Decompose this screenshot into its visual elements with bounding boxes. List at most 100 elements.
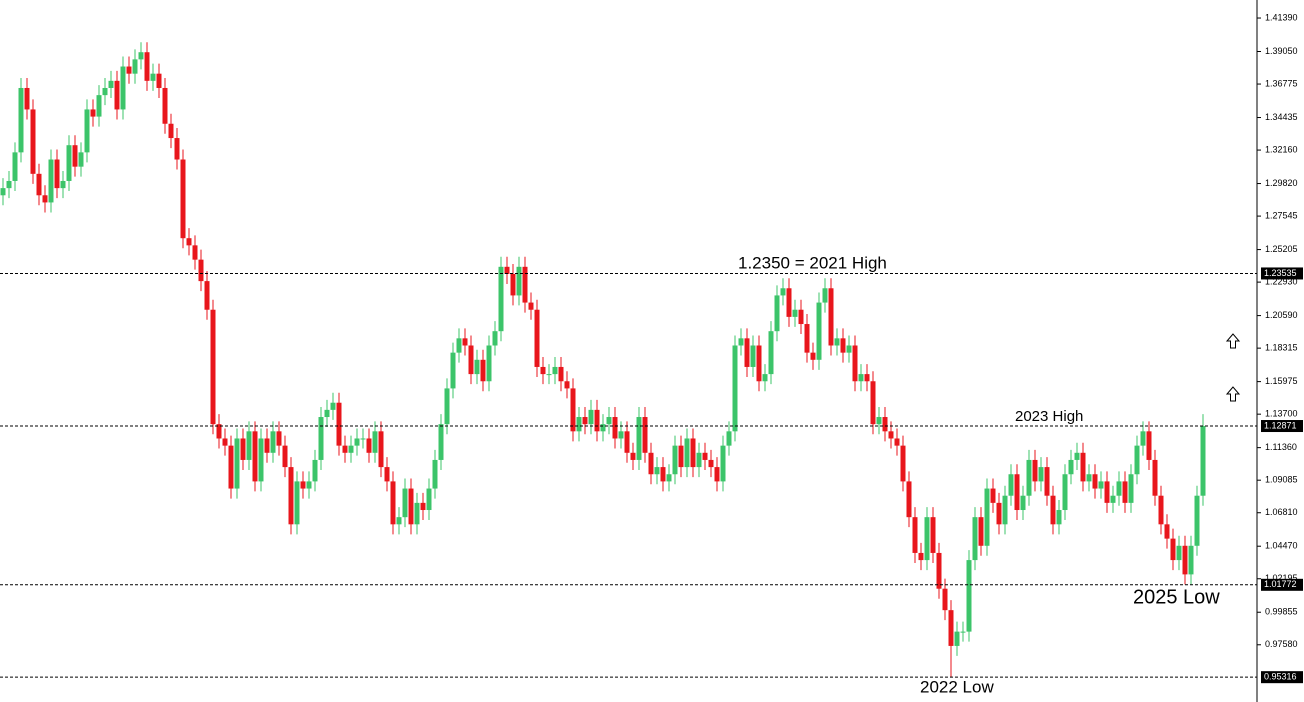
candle-body: [378, 431, 384, 468]
candle-body: [336, 402, 342, 446]
candle-body: [1194, 495, 1200, 546]
level-label-box: [1261, 671, 1303, 684]
candle-body: [282, 445, 288, 468]
candle-body: [390, 481, 396, 525]
candle-body: [456, 338, 462, 353]
candle-body: [804, 324, 810, 353]
y-tick-label: 1.32160: [1265, 144, 1298, 154]
candle-body: [96, 95, 102, 117]
candle-body: [660, 467, 666, 482]
candle-body: [384, 467, 390, 482]
annotation: 1.2350 = 2021 High: [738, 253, 887, 272]
candle-body: [1032, 459, 1038, 482]
candle-body: [1086, 474, 1092, 482]
y-tick-label: 1.41390: [1265, 12, 1298, 22]
level-label-box: [1261, 420, 1303, 433]
candle-body: [1098, 481, 1104, 489]
candle-body: [1074, 452, 1080, 460]
candle-body: [1140, 431, 1146, 446]
candle-body: [726, 431, 732, 446]
y-tick-label: 1.09085: [1265, 475, 1298, 485]
y-tick-label: 1.18315: [1265, 343, 1298, 353]
candle-body: [708, 459, 714, 468]
candle-body: [522, 266, 528, 303]
candle-body: [498, 266, 504, 332]
candle-body: [942, 588, 948, 611]
candle-body: [510, 273, 516, 296]
candle-body: [36, 173, 42, 196]
candle-body: [258, 438, 264, 482]
candle-body: [366, 438, 372, 453]
candle-body: [444, 388, 450, 425]
candle-body: [576, 417, 582, 432]
y-tick-label: 0.97580: [1265, 639, 1298, 649]
y-tick-label: 1.22930: [1265, 276, 1298, 286]
candle-body: [1116, 481, 1122, 496]
candle-body: [972, 517, 978, 561]
candle-body: [966, 560, 972, 632]
candle-body: [930, 517, 936, 553]
candle-body: [900, 445, 906, 482]
candle-body: [294, 481, 300, 525]
y-tick-label: 1.36775: [1265, 78, 1298, 88]
candle-body: [990, 488, 996, 503]
candle-body: [672, 445, 678, 475]
candle-body: [786, 288, 792, 317]
candle-body: [72, 145, 78, 167]
candle-body: [360, 438, 366, 440]
candle-body: [162, 87, 168, 124]
candle-body: [54, 159, 60, 189]
candle-body: [222, 438, 228, 446]
candle-body: [570, 388, 576, 432]
candle-body: [816, 302, 822, 360]
candle-body: [720, 445, 726, 482]
candle-body: [1092, 474, 1098, 489]
candle-body: [762, 374, 768, 382]
candle-body: [114, 80, 120, 110]
candle-body: [270, 431, 276, 453]
candle-body: [528, 302, 534, 310]
candle-body: [882, 417, 888, 432]
candle-body: [0, 188, 6, 196]
candle-body: [1014, 474, 1020, 511]
candle-body: [1080, 452, 1086, 482]
candle-body: [744, 338, 750, 367]
candle-body: [474, 359, 480, 375]
candle-body: [1002, 495, 1008, 525]
candle-body: [438, 424, 444, 460]
up-arrow-icon: [1225, 333, 1241, 402]
candle-body: [198, 259, 204, 282]
candle-body: [540, 366, 546, 375]
candle-body: [648, 452, 654, 475]
candle-body: [534, 309, 540, 367]
candle-body: [1146, 431, 1152, 460]
candle-body: [1104, 481, 1110, 503]
candle-body: [324, 409, 330, 418]
candle-body: [492, 331, 498, 346]
candle-body: [702, 452, 708, 460]
candle-body: [864, 374, 870, 382]
candle-body: [192, 245, 198, 260]
candle-body: [354, 438, 360, 446]
candle-body: [48, 159, 54, 203]
candle-body: [1188, 545, 1194, 575]
candle-body: [60, 180, 66, 189]
level-label-box: [1261, 267, 1303, 280]
candle-body: [288, 467, 294, 525]
candle-body: [240, 438, 246, 460]
level-label: 1.12871: [1264, 420, 1297, 430]
candle-body: [246, 431, 252, 460]
candle-body: [912, 517, 918, 553]
candle-body: [426, 488, 432, 511]
level-label-box: [1261, 578, 1303, 591]
candle-body: [252, 431, 258, 482]
y-tick-label: 1.34435: [1265, 112, 1298, 122]
candle-body: [834, 338, 840, 346]
candle-body: [1044, 467, 1050, 496]
candle-body: [150, 73, 156, 81]
candle-body: [174, 138, 180, 160]
y-tick-label: 1.13700: [1265, 409, 1298, 419]
candle-body: [450, 352, 456, 389]
